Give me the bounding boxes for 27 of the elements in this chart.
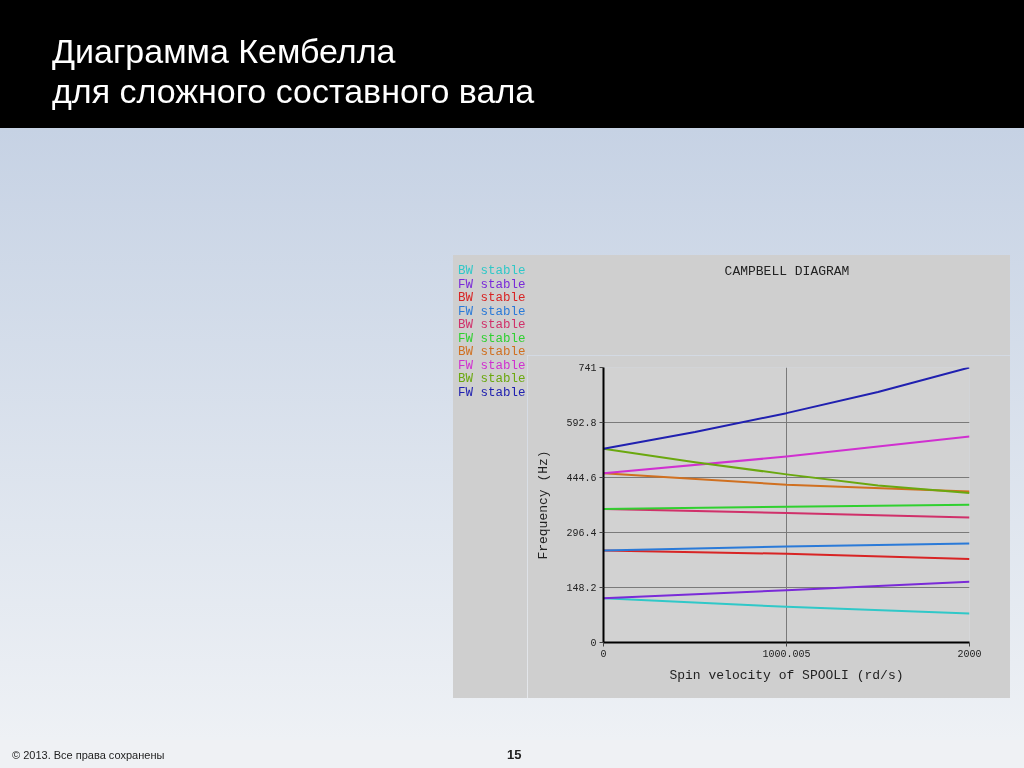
chart-title: CAMPBELL DIAGRAM: [723, 263, 851, 281]
y-tick-label: 741: [578, 363, 597, 374]
text: FW stable: [458, 277, 526, 292]
line-series: [603, 367, 970, 450]
y-tick-label: 296.4: [566, 528, 597, 539]
text: FW stable: [458, 304, 526, 319]
x-tick-label: 0: [600, 648, 607, 660]
text: © 2013. Все права сохранены: [11, 748, 165, 763]
y-tick-label: 0: [590, 638, 597, 649]
text: 15: [506, 746, 522, 764]
x-tick-label: 2000: [957, 648, 982, 660]
text: FW stable: [458, 331, 526, 346]
x-tick-label: 1000.005: [762, 648, 811, 660]
x-axis-title: Spin velocity of SPOOLI (rd/s): [669, 667, 904, 683]
line-series: [603, 447, 970, 494]
y-tick-label: 148.2: [566, 583, 597, 594]
text: BW stable: [458, 345, 526, 360]
y-tick-label: 592.8: [566, 418, 597, 429]
text: Диаграмма Кембелла для сложного составного вала: [51, 31, 535, 111]
y-tick-label: 444.6: [566, 473, 597, 484]
y-axis-title: Frequency (Hz): [536, 450, 552, 560]
text: BW stable: [458, 291, 526, 306]
text: BW stable: [458, 372, 526, 387]
text: FW stable: [458, 385, 526, 400]
text: BW stable: [458, 318, 526, 333]
text: FW stable: [458, 358, 526, 373]
text: BW stable: [458, 264, 526, 279]
